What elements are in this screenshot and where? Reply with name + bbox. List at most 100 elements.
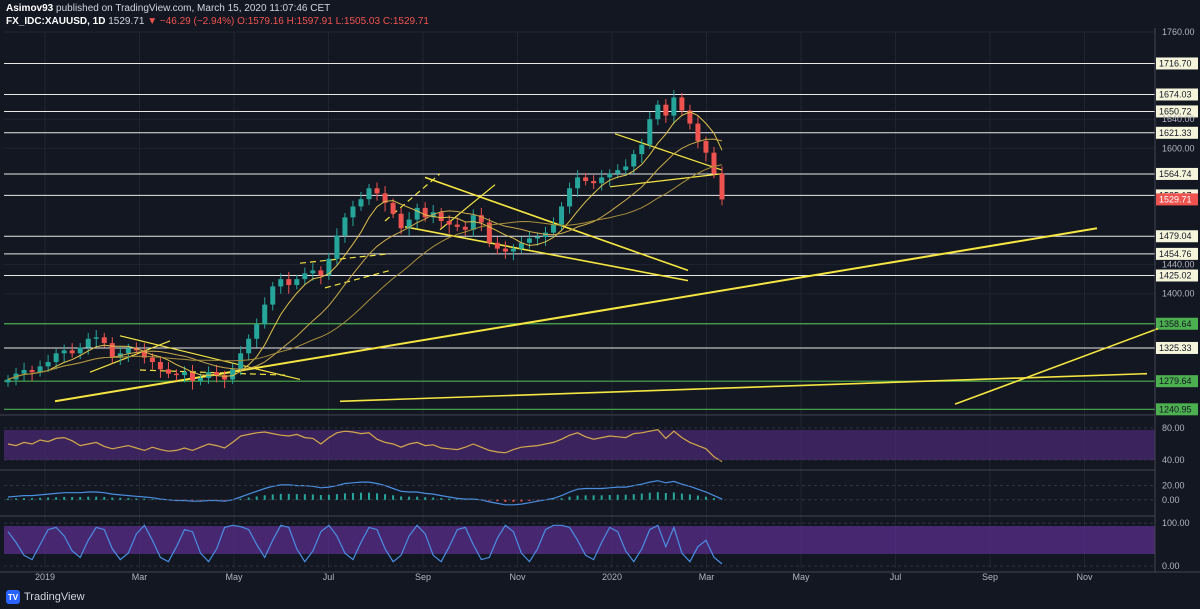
x-tick-label: Jul — [890, 572, 902, 582]
candle-body — [278, 279, 284, 287]
x-tick-label: 2019 — [35, 572, 55, 582]
ohlc-values: O:1579.16 H:1597.91 L:1505.03 C:1529.71 — [237, 16, 429, 27]
candle-body — [214, 372, 220, 376]
price-level-badge — [1156, 167, 1198, 180]
candle-body — [190, 372, 196, 381]
indicator-tick-label: 100.00 — [1162, 518, 1190, 528]
candle-body — [254, 324, 260, 339]
y-tick-label: 1600.00 — [1162, 143, 1195, 153]
candle-body — [318, 270, 324, 276]
candle-body — [69, 350, 75, 354]
trendline — [54, 227, 1098, 403]
brand-label: TradingView — [24, 591, 85, 603]
publisher-user[interactable]: Asimov93 — [6, 3, 54, 14]
chart-header: Asimov93 published on TradingView.com, M… — [6, 2, 429, 28]
candle-body — [663, 104, 669, 116]
trendline — [139, 369, 286, 376]
x-tick-label: Mar — [699, 572, 715, 582]
price-level-label: 1425.02 — [1159, 271, 1192, 281]
candle-body — [45, 362, 51, 367]
indicator-panels: 80.00 40.00 20.00 0.00 100.00 0.00 — [0, 414, 1190, 571]
candle-body — [350, 206, 356, 218]
moving-average-line — [7, 138, 723, 380]
candle-body — [246, 338, 252, 354]
candle-body — [382, 193, 388, 203]
stoch-rsi-line — [7, 524, 723, 565]
candlestick-series — [5, 90, 725, 390]
y-tick-label: 1440.00 — [1162, 260, 1195, 270]
candle-body — [109, 343, 115, 358]
candle-body — [173, 373, 179, 376]
candle-body — [526, 238, 532, 243]
price-level-badge — [1156, 88, 1198, 101]
candle-body — [478, 215, 484, 223]
price-level-badge — [1156, 193, 1198, 206]
candle-body — [230, 369, 236, 380]
candle-body — [414, 207, 420, 220]
trendline — [404, 226, 689, 282]
trendline — [609, 173, 723, 188]
indicator-tick-label: 0.00 — [1162, 561, 1180, 571]
candle-body — [695, 123, 701, 142]
indicator-tick-label: 0.00 — [1162, 495, 1180, 505]
candle-body — [133, 348, 139, 351]
price-level-badge — [1156, 247, 1198, 260]
candle-body — [149, 357, 155, 363]
candle-body — [366, 188, 372, 200]
price-change: ▼ −46.29 (−2.94%) — [147, 16, 235, 27]
candle-body — [165, 369, 171, 374]
candle-body — [510, 248, 516, 252]
candle-body — [711, 152, 717, 174]
candle-body — [462, 226, 468, 230]
rsi-line — [7, 428, 723, 463]
x-tick-label: Nov — [509, 572, 526, 582]
price-level-label: 1479.04 — [1159, 231, 1192, 241]
price-level-label: 1454.76 — [1159, 249, 1192, 259]
publisher-line: Asimov93 published on TradingView.com, M… — [6, 2, 429, 15]
candle-body — [5, 379, 11, 383]
candle-body — [639, 144, 645, 155]
moving-average-line — [7, 164, 723, 380]
candle-body — [198, 378, 204, 381]
candle-body — [61, 350, 67, 354]
candle-body — [607, 173, 613, 178]
price-level-label: 1358.64 — [1159, 319, 1192, 329]
candle-body — [470, 215, 476, 230]
candle-body — [583, 177, 589, 182]
candle-body — [358, 199, 364, 207]
symbol-name[interactable]: FX_IDC:XAUUSD, 1D — [6, 16, 106, 27]
candle-body — [141, 350, 147, 358]
price-level-label: 1325.33 — [1159, 343, 1192, 353]
price-level-label: 1621.33 — [1159, 128, 1192, 138]
candle-body — [326, 258, 332, 276]
indicator-tick-label: 80.00 — [1162, 423, 1185, 433]
candle-body — [302, 273, 308, 280]
trendline — [614, 133, 723, 171]
trendlines — [54, 133, 1159, 405]
price-level-badge — [1156, 341, 1198, 354]
candle-body — [101, 337, 107, 344]
candle-body — [398, 213, 404, 229]
candle-body — [679, 97, 685, 111]
price-level-badge — [1156, 403, 1198, 416]
candle-body — [374, 188, 380, 194]
symbol-line: FX_IDC:XAUUSD, 1D 1529.71 ▼ −46.29 (−2.9… — [6, 15, 429, 28]
indicator-tick-label: 20.00 — [1162, 481, 1185, 491]
candle-body — [486, 222, 492, 243]
candle-body — [655, 104, 661, 120]
candle-body — [631, 154, 637, 167]
candle-body — [21, 370, 27, 374]
x-tick-label: May — [792, 572, 810, 582]
stoch-band — [4, 526, 1155, 554]
candle-body — [93, 337, 99, 339]
candle-body — [438, 212, 444, 221]
price-level-badge — [1156, 57, 1198, 70]
indicator-tick-label: 40.00 — [1162, 455, 1185, 465]
candle-body — [534, 236, 540, 239]
candle-body — [390, 202, 396, 214]
time-axis: 2019 Mar May Jul Sep Nov 2020 Mar May Jul Sep Nov — [35, 572, 1093, 582]
price-level-badge — [1156, 317, 1198, 330]
price-level-badge — [1156, 126, 1198, 139]
candle-body — [719, 173, 725, 200]
